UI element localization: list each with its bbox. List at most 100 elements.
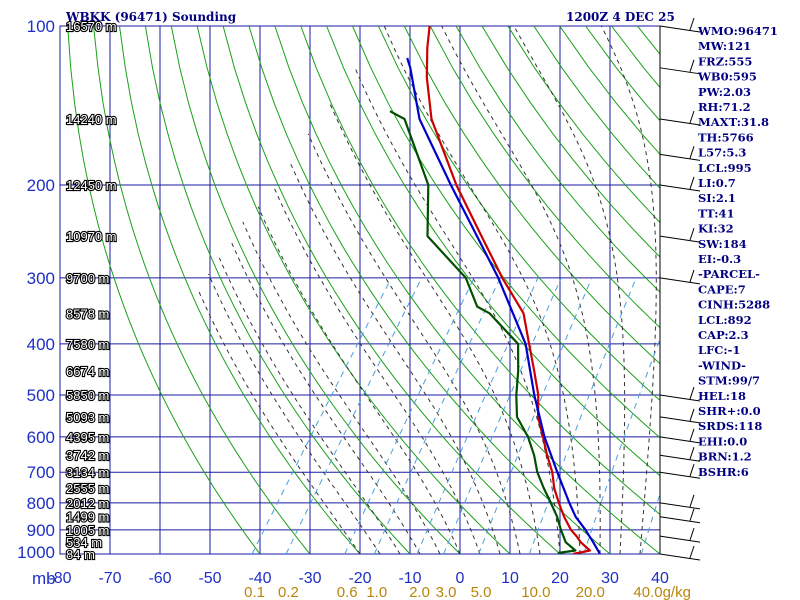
- height-label: 84 m: [66, 547, 95, 562]
- wind-barb-feather: [689, 527, 695, 541]
- sounding-index: WMO:96471: [697, 24, 778, 38]
- height-label: 2012 m: [66, 496, 109, 511]
- mixing-ratio-label: 0.1: [244, 584, 265, 600]
- pressure-tick-label: 500: [27, 386, 55, 405]
- sounding-index: RH:71.2: [698, 100, 751, 114]
- temperature-tick-label: -20: [348, 570, 371, 587]
- sounding-index: PW:2.03: [698, 85, 751, 99]
- temperature-tick-label: -60: [148, 570, 171, 587]
- temperature-tick-label: 30: [601, 570, 619, 587]
- pressure-tick-label: 1000: [17, 543, 55, 562]
- wind-barb: [659, 67, 701, 75]
- mixing-ratio-label: 10.0: [521, 584, 550, 600]
- wind-barb: [659, 153, 701, 161]
- mixing-ratio-label: 0.2: [278, 584, 299, 600]
- wind-barb: [659, 454, 701, 462]
- sounding-index: LCL:995: [698, 161, 752, 175]
- sounding-index: STM:99/7: [698, 374, 760, 388]
- wind-barb-feather: [689, 447, 695, 460]
- temperature-tick-label: -80: [48, 570, 71, 587]
- wind-barb-feather: [689, 59, 695, 72]
- moist-adiabat: [242, 221, 441, 554]
- pressure-tick-label: 900: [27, 521, 55, 540]
- pressure-tick-label: 400: [27, 335, 55, 354]
- wind-barb-feather: [689, 17, 695, 31]
- temperature-tick-label: -10: [398, 570, 421, 587]
- sounding-index: L57:5.3: [698, 146, 746, 160]
- wind-barb-feather: [689, 464, 695, 477]
- sounding-index: CAP:2.3: [698, 328, 749, 342]
- height-label: 5850 m: [66, 388, 109, 403]
- dry-adiabat: [300, 26, 660, 516]
- dry-adiabat: [196, 26, 511, 554]
- height-label: 16570 m: [66, 19, 117, 34]
- mixing-ratio-label: 3.0: [436, 584, 457, 600]
- chart-title: WBKK (96471) Sounding: [65, 10, 237, 24]
- dry-adiabat: [119, 26, 361, 554]
- sounding-index: LI:0.7: [698, 176, 736, 190]
- wind-barb-feather: [689, 428, 695, 442]
- dry-adiabat: [429, 26, 660, 329]
- height-label: 10970 m: [66, 229, 117, 244]
- temperature-tick-label: -30: [298, 570, 321, 587]
- sounding-index: SHR+:0.0: [698, 404, 761, 418]
- sounding-index: -WIND-: [698, 358, 746, 372]
- mixing-ratio-line: [583, 337, 660, 554]
- height-label: 14240 m: [66, 112, 117, 127]
- moist-adiabat: [218, 257, 401, 554]
- dry-adiabat: [274, 26, 660, 554]
- pressure-tick-label: 300: [27, 269, 55, 288]
- height-label: 9700 m: [66, 271, 109, 286]
- height-label: 5093 m: [66, 410, 109, 425]
- moist-adiabat: [230, 240, 421, 554]
- wind-barb: [659, 535, 701, 543]
- dry-adiabat: [170, 26, 461, 554]
- sounding-index: MW:121: [698, 39, 751, 53]
- wind-barb: [659, 516, 701, 524]
- dry-adiabat: [481, 26, 660, 258]
- sounding-index: LCL:892: [698, 313, 752, 327]
- moist-adiabat: [197, 288, 361, 554]
- wind-barb-feather: [689, 408, 695, 422]
- wind-barb: [659, 184, 701, 192]
- dry-adiabat: [144, 26, 411, 554]
- sounding-index: TT:41: [698, 206, 735, 220]
- wind-barb-feather: [689, 508, 695, 521]
- pressure-tick-label: 700: [27, 463, 55, 482]
- temperature-tick-label: -70: [98, 570, 121, 587]
- moist-adiabat: [329, 102, 541, 554]
- height-label: 4395 m: [66, 430, 109, 445]
- wind-barb: [659, 118, 701, 126]
- mixing-ratio-line: [373, 277, 501, 554]
- wind-barb: [659, 502, 701, 510]
- dry-adiabat: [326, 26, 660, 477]
- wind-barb-feather: [689, 176, 695, 190]
- dry-adiabat: [248, 26, 611, 554]
- sounding-index: SW:184: [698, 237, 747, 251]
- series-virtual_temp: [406, 57, 601, 554]
- mixing-ratio-line: [285, 277, 423, 554]
- chart-time: 1200Z 4 DEC 25: [566, 10, 675, 24]
- temperature-tick-label: 20: [551, 570, 569, 587]
- height-label: 2555 m: [66, 481, 109, 496]
- sounding-index: EI:-0.3: [698, 252, 741, 266]
- wind-barb-feather: [689, 146, 695, 159]
- moist-adiabat: [288, 160, 501, 554]
- height-label: 3742 m: [66, 448, 109, 463]
- mixing-ratio-label: 20.0: [576, 584, 605, 600]
- dry-adiabat: [352, 26, 660, 439]
- wind-barb-feather: [689, 227, 695, 241]
- wind-barb-feather: [689, 269, 695, 283]
- height-label: 1005 m: [66, 523, 109, 538]
- moist-adiabat: [307, 133, 521, 554]
- mixing-ratio-label: 1.0: [366, 584, 387, 600]
- pressure-tick-label: 100: [27, 17, 55, 36]
- wind-barb: [659, 25, 701, 33]
- sounding-index: SI:2.1: [698, 191, 736, 205]
- moist-adiabat: [513, 26, 626, 554]
- temperature-tick-label: 10: [501, 570, 519, 587]
- temperature-tick-label: -50: [198, 570, 221, 587]
- mixing-ratio-label: 2.0: [409, 584, 430, 600]
